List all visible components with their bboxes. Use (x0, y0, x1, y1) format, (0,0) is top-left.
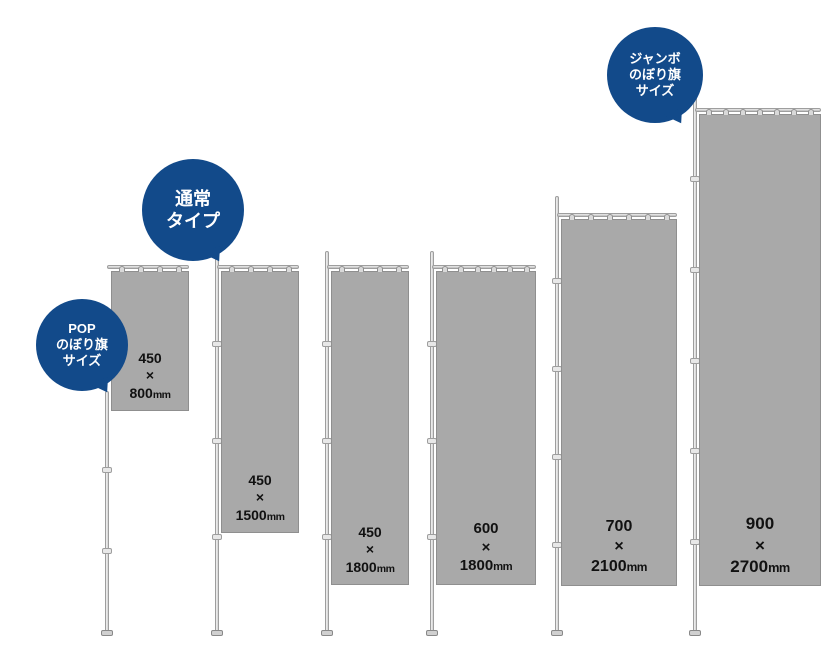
pole-base (551, 630, 563, 636)
diagram-stage: 450×800mm450×1500mm450×1800mm600×1800mm7… (0, 0, 828, 656)
size-times: × (730, 535, 790, 556)
size-width: 900 (730, 513, 790, 534)
size-height: 800mm (129, 385, 170, 403)
pole (325, 251, 329, 636)
banner-tabs (222, 266, 298, 272)
bubble-line: サイズ (636, 83, 675, 99)
size-times: × (346, 541, 395, 559)
pole-base (689, 630, 701, 636)
flag-f4: 600×1800mm (430, 251, 540, 636)
pop-bubble: POPのぼり旗サイズ (36, 299, 128, 391)
bubble-line: タイプ (166, 210, 220, 233)
banner: 700×2100mm (561, 219, 677, 586)
bubble-line: のぼり旗 (56, 337, 108, 353)
size-height: 1800mm (346, 559, 395, 577)
pole (105, 391, 109, 636)
size-width: 450 (346, 524, 395, 542)
flag-f3: 450×1800mm (325, 251, 413, 636)
bubble-line: 通常 (175, 188, 211, 211)
pole (430, 251, 434, 636)
banner: 600×1800mm (436, 271, 536, 585)
bubble-line: サイズ (63, 353, 102, 369)
size-width: 600 (460, 520, 512, 539)
bubble-line: のぼり旗 (629, 67, 681, 83)
size-label: 450×1500mm (236, 472, 285, 525)
size-height: 2700mm (730, 556, 790, 577)
banner-tabs (112, 266, 188, 272)
size-height: 1500mm (236, 507, 285, 525)
pole-base (211, 630, 223, 636)
bubble-circle: ジャンボのぼり旗サイズ (607, 27, 703, 123)
banner: 900×2700mm (699, 114, 821, 586)
bubble-line: POP (68, 321, 95, 337)
size-width: 450 (236, 472, 285, 490)
flag-f5: 700×2100mm (555, 196, 681, 636)
pole-base (101, 630, 113, 636)
pole (555, 196, 559, 636)
size-times: × (591, 537, 647, 557)
banner: 450×1800mm (331, 271, 409, 585)
size-height: 2100mm (591, 557, 647, 577)
flag-normal: 450×1500mm (215, 251, 303, 636)
size-label: 450×1800mm (346, 524, 395, 577)
size-width: 450 (129, 350, 170, 368)
size-label: 450×800mm (129, 350, 170, 403)
banner: 450×1500mm (221, 271, 299, 533)
pole-joint (212, 534, 222, 540)
jumbo-bubble: ジャンボのぼり旗サイズ (607, 27, 703, 123)
pole (693, 91, 697, 636)
pole-joint (102, 548, 112, 554)
flag-pop: 450×800mm (105, 391, 193, 636)
size-height: 1800mm (460, 557, 512, 576)
size-times: × (460, 539, 512, 558)
pole-base (426, 630, 438, 636)
size-label: 700×2100mm (591, 517, 647, 577)
bubble-line: ジャンボ (629, 51, 680, 67)
banner-tabs (562, 214, 676, 220)
banner-tabs (437, 266, 535, 272)
pole (215, 251, 219, 636)
normal-bubble: 通常タイプ (142, 159, 244, 261)
banner-tabs (332, 266, 408, 272)
flag-jumbo: 900×2700mm (693, 91, 825, 636)
bubble-circle: POPのぼり旗サイズ (36, 299, 128, 391)
size-label: 600×1800mm (460, 520, 512, 576)
bubble-circle: 通常タイプ (142, 159, 244, 261)
size-label: 900×2700mm (730, 513, 790, 577)
pole-joint (102, 467, 112, 473)
size-times: × (129, 367, 170, 385)
size-times: × (236, 489, 285, 507)
banner-tabs (700, 109, 820, 115)
size-width: 700 (591, 517, 647, 537)
pole-base (321, 630, 333, 636)
